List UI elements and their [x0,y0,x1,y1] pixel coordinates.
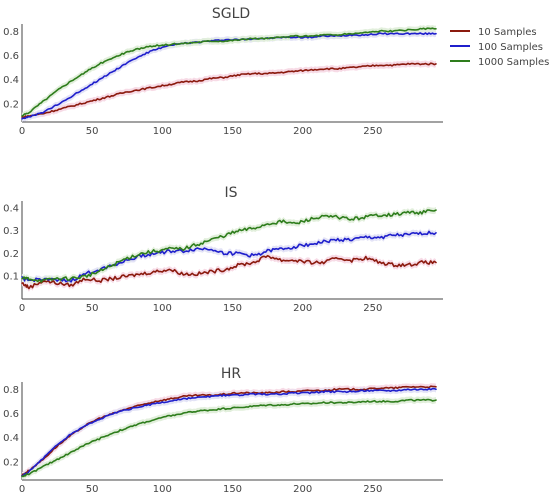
legend-item-10-samples[interactable]: 10 Samples [450,27,537,38]
x-tick-label: 250 [363,484,382,495]
series-line-is-1000-samples [21,209,437,283]
panel-sgld: SGLD 0 50 100 150 200 250 0.2 0.4 0.6 0.8 [3,6,443,137]
y-tick-label: 0.4 [3,75,19,86]
series-line-sgld-10-samples [21,62,437,119]
x-tick-label: 100 [153,484,172,495]
x-tick-label: 150 [223,303,242,314]
x-tick-label: 100 [153,303,172,314]
y-tick-label: 0.6 [3,409,19,420]
plot-area-sgld: 0 50 100 150 200 250 0.2 0.4 0.6 0.8 [3,24,443,137]
x-tick-label: 50 [86,126,99,137]
x-tick-label: 200 [293,484,312,495]
y-tick-label: 0.4 [3,203,19,214]
x-tick-label: 150 [223,484,242,495]
y-tick-label: 0.2 [3,249,19,260]
y-tick-label: 0.3 [3,226,19,237]
series-line-sgld-100-samples [21,32,437,120]
panel-is: IS 0 50 100 150 200 250 0.1 0.2 0.3 0.4 [3,185,443,314]
panel-title-is: IS [224,185,237,201]
band-is-10-samples [22,252,436,292]
x-tick-label: 0 [19,303,25,314]
y-tick-label: 0.8 [3,27,19,38]
series-line-sgld-1000-samples [21,27,437,117]
y-tick-label: 0.4 [3,433,19,444]
x-tick-label: 200 [293,126,312,137]
series-line-hr-100-samples [21,387,437,477]
plot-area-hr: 0 50 100 150 200 250 0.2 0.4 0.6 0.8 [3,382,443,495]
band-sgld-1000-samples [22,25,436,119]
series-line-hr-1000-samples [21,398,437,478]
y-tick-label: 0.2 [3,457,19,468]
panel-title-hr: HR [221,366,242,382]
x-tick-label: 250 [363,126,382,137]
legend-item-1000-samples[interactable]: 1000 Samples [450,57,549,68]
x-tick-label: 250 [363,303,382,314]
band-sgld-10-samples [22,60,436,121]
legend-item-100-samples[interactable]: 100 Samples [450,42,543,53]
x-tick-label: 50 [86,303,99,314]
panel-hr: HR 0 50 100 150 200 250 0.2 0.4 0.6 0.8 [3,366,443,495]
y-tick-label: 0.1 [3,272,19,283]
legend-label-1000-samples: 1000 Samples [478,57,549,68]
x-tick-label: 50 [86,484,99,495]
x-tick-label: 200 [293,303,312,314]
legend-label-10-samples: 10 Samples [478,27,537,38]
y-tick-label: 0.6 [3,51,19,62]
band-is-100-samples [22,228,436,286]
band-hr-1000-samples [22,396,436,480]
x-tick-label: 150 [223,126,242,137]
series-line-is-100-samples [21,230,437,283]
panel-title-sgld: SGLD [212,6,250,22]
series-line-is-10-samples [21,254,437,290]
x-tick-label: 0 [19,126,25,137]
y-tick-label: 0.8 [3,385,19,396]
y-tick-label: 0.2 [3,99,19,110]
plot-area-is: 0 50 100 150 200 250 0.1 0.2 0.3 0.4 [3,201,443,314]
legend-label-100-samples: 100 Samples [478,42,543,53]
x-tick-label: 100 [153,126,172,137]
x-tick-label: 0 [19,484,25,495]
legend: 10 Samples 100 Samples 1000 Samples [450,27,549,68]
